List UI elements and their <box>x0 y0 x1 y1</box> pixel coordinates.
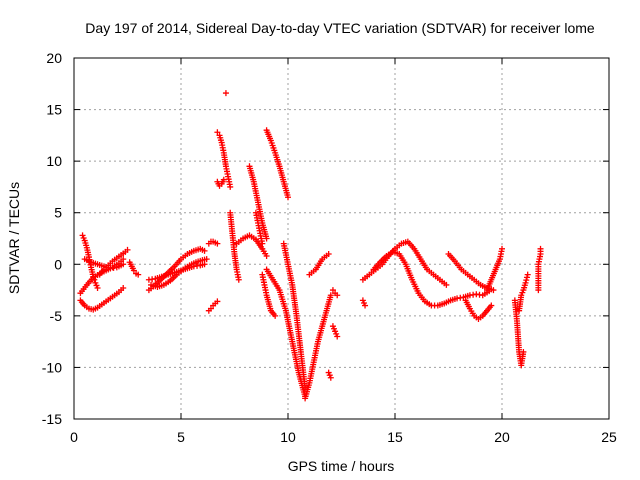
series-track-k <box>205 298 221 314</box>
x-tick-label: 0 <box>70 429 78 445</box>
y-axis: -15 -10 -5 0 5 10 15 20 <box>42 50 609 427</box>
data-point <box>522 279 529 286</box>
series-track-aa <box>329 287 341 299</box>
x-axis: 0 5 10 15 20 25 <box>70 58 617 445</box>
y-tick-label: 20 <box>46 50 62 66</box>
data-point <box>203 256 210 263</box>
track-point <box>523 277 530 284</box>
series-track-a <box>77 285 127 313</box>
plot-frame <box>73 57 610 420</box>
data-point <box>327 374 334 381</box>
series-track-aj <box>535 245 544 294</box>
y-tick-label: 5 <box>54 205 62 221</box>
data-point <box>214 240 221 247</box>
series-track-t <box>263 127 291 201</box>
series-track-s <box>259 271 279 319</box>
data-point <box>235 276 242 283</box>
data-point <box>120 261 127 268</box>
data-point <box>207 305 214 312</box>
data-point <box>135 271 142 278</box>
data-point <box>537 245 544 252</box>
data-point <box>214 298 221 305</box>
data-point <box>334 292 341 299</box>
x-tick-label: 15 <box>387 429 403 445</box>
data-point <box>90 273 97 280</box>
series-track-o <box>227 209 242 283</box>
x-axis-label: GPS time / hours <box>288 458 395 474</box>
series-track-af <box>462 297 495 322</box>
series-track-j <box>205 238 221 247</box>
data-point <box>263 235 270 242</box>
data-point <box>443 281 450 288</box>
y-tick-label: 15 <box>46 102 62 118</box>
data-point <box>524 271 531 278</box>
series-track-p <box>233 232 270 260</box>
y-tick-label: -10 <box>42 359 62 375</box>
y-tick-label: -15 <box>42 411 62 427</box>
series-track-z <box>329 323 341 340</box>
data-points <box>77 90 544 402</box>
data-point <box>329 287 336 294</box>
series-track-r <box>252 209 266 247</box>
data-point <box>490 287 497 294</box>
track-point <box>523 274 530 281</box>
data-point <box>263 253 270 260</box>
data-point <box>214 129 221 136</box>
track-point <box>91 276 98 283</box>
series-track-x <box>306 250 332 278</box>
series-track-ah <box>511 297 527 369</box>
data-point <box>201 247 208 254</box>
series-track-ai <box>516 271 531 314</box>
data-point <box>222 90 229 97</box>
data-point <box>499 245 505 252</box>
series-track-e <box>81 256 127 272</box>
series-track-n <box>222 90 229 97</box>
series-track-v <box>280 240 309 392</box>
series-track-d <box>96 246 131 278</box>
y-tick-label: 10 <box>46 153 62 169</box>
series-track-m <box>214 176 227 189</box>
data-point <box>220 176 227 183</box>
series-track-f <box>126 259 142 278</box>
data-point <box>488 302 495 309</box>
x-tick-label: 20 <box>494 429 510 445</box>
series-track-ag <box>484 245 505 294</box>
data-point <box>130 267 137 274</box>
data-point <box>285 194 291 201</box>
y-tick-label: -5 <box>50 308 63 324</box>
series-track-w <box>302 292 334 402</box>
data-point <box>259 240 266 247</box>
data-point <box>362 302 369 309</box>
data-point <box>124 246 131 253</box>
data-point <box>325 250 332 257</box>
data-point <box>94 285 101 292</box>
y-axis-label: SDTVAR / TECUs <box>6 182 22 294</box>
y-tick-label: 0 <box>54 256 62 272</box>
chart-title: Day 197 of 2014, Sidereal Day-to-day VTE… <box>85 20 595 36</box>
series-track-ab <box>359 297 369 309</box>
series-track-l <box>214 129 234 190</box>
data-point <box>334 333 341 340</box>
grid <box>74 58 609 419</box>
data-point <box>120 256 127 263</box>
series-track-q <box>246 163 270 242</box>
data-point <box>327 292 334 299</box>
x-tick-label: 10 <box>280 429 296 445</box>
series-track-y <box>325 369 334 381</box>
data-point <box>272 312 279 319</box>
data-point <box>520 348 527 355</box>
data-point <box>227 183 234 190</box>
x-tick-label: 5 <box>177 429 185 445</box>
series-track-ad <box>370 248 493 309</box>
series-track-i <box>148 256 210 290</box>
x-tick-label: 25 <box>601 429 617 445</box>
data-point <box>120 285 127 292</box>
